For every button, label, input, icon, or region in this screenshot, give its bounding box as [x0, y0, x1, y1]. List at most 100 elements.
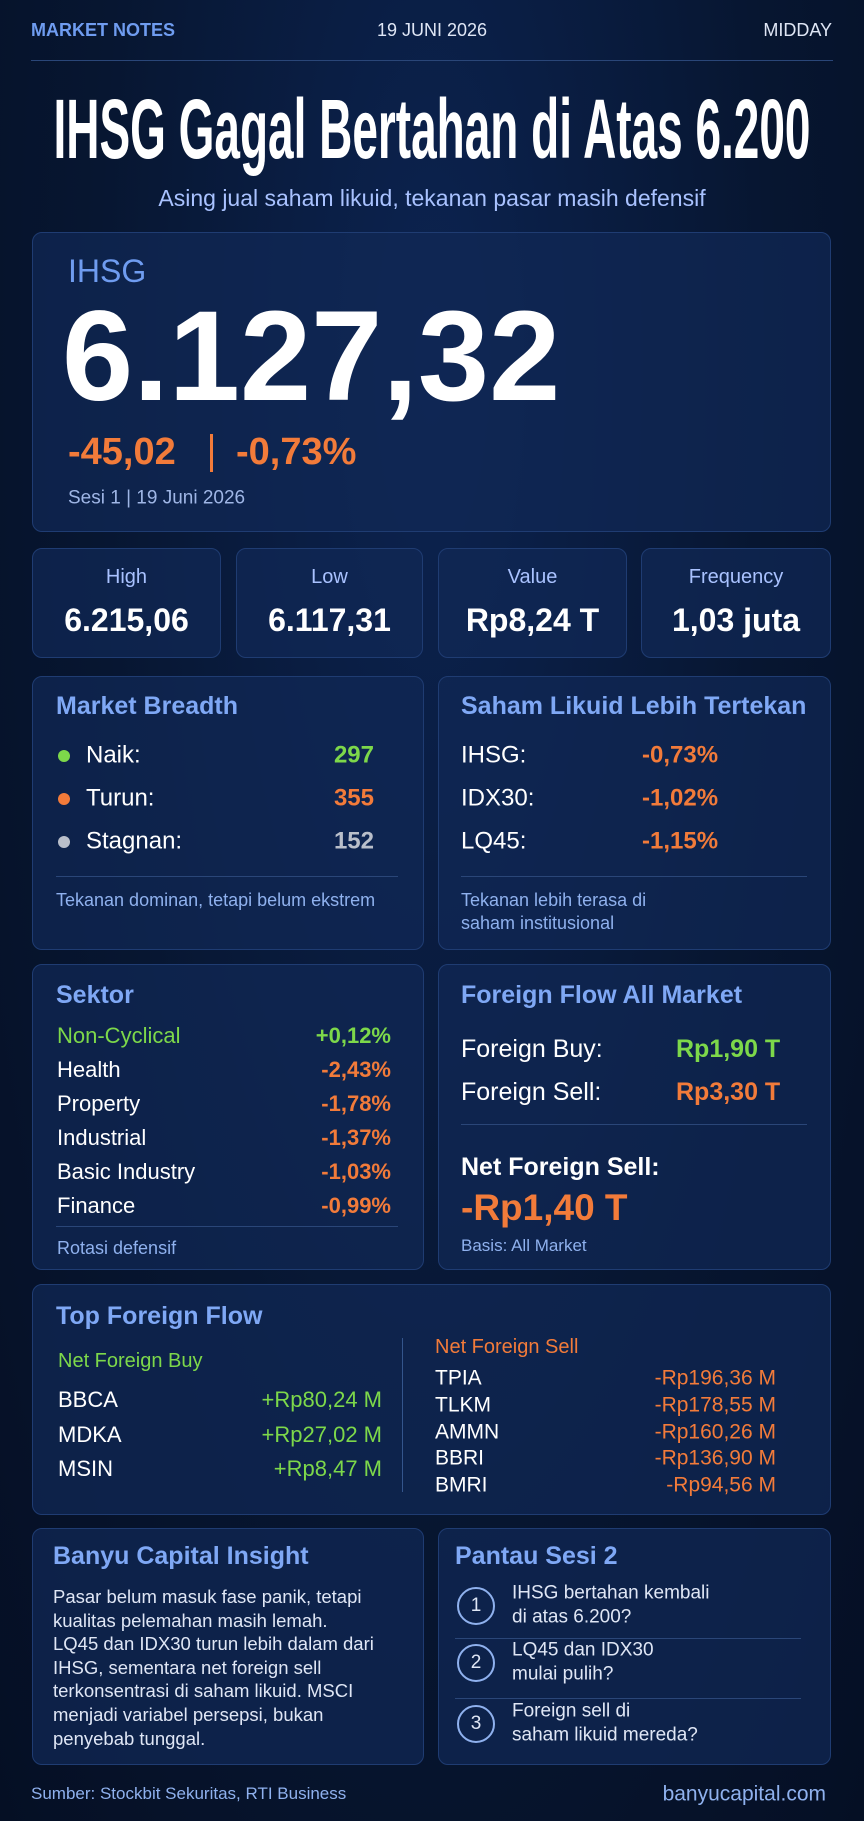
sell-value: -Rp160,26 M: [654, 1420, 776, 1443]
header-date: 19 JUNI 2026: [376, 20, 488, 41]
sector-value: -1,78%: [321, 1090, 391, 1116]
liquid-note: saham institusional: [461, 913, 615, 934]
net-foreign-label: Net Foreign Sell:: [461, 1153, 660, 1181]
sector-value: -1,03%: [321, 1158, 391, 1184]
sector-note: Rotasi defensif: [57, 1238, 177, 1259]
buy-code: MSIN: [58, 1455, 113, 1481]
sector-value: -2,43%: [321, 1056, 391, 1082]
stat-value: 6.117,31: [268, 601, 391, 638]
sell-code: TPIA: [435, 1366, 482, 1390]
top-flow-title: Top Foreign Flow: [56, 1302, 263, 1330]
breadth-dot: [58, 836, 70, 848]
sell-code: AMMN: [435, 1420, 500, 1443]
insight-line: menjadi variabel persepsi, bukan: [53, 1703, 324, 1725]
index-card: [32, 232, 831, 532]
foreign-label: Foreign Buy:: [461, 1035, 603, 1063]
stat-value: 6.215,06: [64, 601, 189, 638]
sector-name: Basic Industry: [57, 1158, 196, 1184]
stat-card: [438, 548, 627, 658]
header-rule: [31, 60, 833, 61]
sector-name: Industrial: [57, 1124, 147, 1150]
buy-code: MDKA: [58, 1421, 122, 1447]
stat-label: High: [105, 566, 148, 588]
breadth-rule: [56, 876, 398, 877]
liquid-value: -1,02%: [642, 784, 719, 812]
sector-card: [32, 964, 424, 1270]
watch-rule: [455, 1638, 801, 1639]
insight-title: Banyu Capital Insight: [53, 1542, 309, 1570]
sell-code: BMRI: [435, 1473, 488, 1497]
foreign-title: Foreign Flow All Market: [461, 981, 743, 1009]
top-flow-card: [32, 1284, 831, 1515]
footer-site: banyucapital.com: [662, 1782, 826, 1806]
breadth-label: Turun:: [86, 784, 155, 812]
watch-number: 1: [457, 1587, 495, 1625]
liquid-note: Tekanan lebih terasa di: [461, 890, 647, 911]
liquid-label: IDX30:: [461, 784, 535, 812]
watch-line: mulai pulih?: [512, 1663, 614, 1685]
title-svg: IHSG Gagal Bertahan di Atas 6.200: [54, 88, 811, 176]
watch-title: Pantau Sesi 2: [455, 1542, 618, 1570]
title: IHSG Gagal Bertahan di Atas 6.200: [54, 88, 811, 176]
watch-number: 3: [457, 1705, 495, 1743]
foreign-card: [438, 964, 831, 1270]
liquid-label: LQ45:: [461, 827, 527, 855]
header-edition: MIDDAY: [763, 20, 832, 41]
insight-line: penyebab tunggal.: [53, 1727, 206, 1749]
sector-name: Finance: [57, 1192, 136, 1218]
sector-name: Health: [57, 1056, 121, 1082]
liquid-label: IHSG:: [461, 741, 527, 769]
foreign-label: Foreign Sell:: [461, 1078, 602, 1106]
insight-card: [32, 1528, 424, 1765]
liquid-rule: [461, 876, 807, 877]
sell-value: -Rp94,56 M: [666, 1473, 776, 1497]
watch-line: saham likuid mereda?: [512, 1724, 698, 1746]
breadth-note: Tekanan dominan, tetapi belum ekstrem: [56, 890, 376, 911]
breadth-value: 297: [333, 741, 374, 769]
sell-value: -Rp196,36 M: [654, 1366, 776, 1390]
liquid-card: [438, 676, 831, 950]
foreign-value: Rp1,90 T: [676, 1035, 781, 1063]
buy-value: +Rp27,02 M: [261, 1421, 382, 1447]
watch-line: LQ45 dan IDX30: [512, 1639, 654, 1661]
flow-divider: [402, 1338, 403, 1492]
insight-line: Pasar belum masuk fase panik, tetapi: [53, 1585, 362, 1607]
buy-value: +Rp8,47 M: [273, 1455, 382, 1481]
buy-title: Net Foreign Buy: [58, 1350, 203, 1372]
breadth-dot: [58, 793, 70, 805]
insight-line: IHSG, sementara net foreign sell: [53, 1656, 322, 1678]
liquid-value: -0,73%: [642, 741, 719, 769]
stat-value: 1,03 juta: [671, 601, 801, 638]
change-separator: [210, 434, 213, 472]
liquid-value: -1,15%: [642, 827, 719, 855]
header-label: MARKET NOTES: [31, 20, 175, 41]
breadth-value: 355: [333, 784, 374, 812]
sector-name: Non-Cyclical: [57, 1022, 181, 1048]
sell-value: -Rp136,90 M: [654, 1446, 776, 1470]
sector-title: Sektor: [56, 981, 134, 1009]
sector-name: Property: [57, 1090, 141, 1116]
watch-line: di atas 6.200?: [512, 1606, 632, 1628]
stat-card: [32, 548, 221, 658]
index-name: IHSG: [68, 252, 147, 289]
stat-label: Value: [507, 566, 558, 588]
breadth-card: [32, 676, 424, 950]
foreign-basis: Basis: All Market: [461, 1235, 587, 1255]
index-value: 6.127,32: [62, 285, 561, 429]
watch-line: IHSG bertahan kembali: [512, 1582, 710, 1604]
watch-rule: [455, 1698, 801, 1699]
breadth-label: Naik:: [86, 741, 141, 769]
buy-value: +Rp80,24 M: [261, 1386, 382, 1412]
breadth-label: Stagnan:: [86, 827, 183, 855]
sell-title: Net Foreign Sell: [435, 1336, 579, 1358]
breadth-value: 152: [333, 827, 374, 855]
net-foreign-value: -Rp1,40 T: [461, 1186, 628, 1228]
sector-value: -0,99%: [321, 1192, 391, 1218]
liquid-title: Saham Likuid Lebih Tertekan: [461, 692, 807, 720]
stat-card: [641, 548, 831, 658]
sector-rule: [56, 1226, 398, 1227]
index-change: -45,02: [68, 431, 176, 474]
footer-source: Sumber: Stockbit Sekuritas, RTI Business: [31, 1783, 347, 1803]
watch-line: Foreign sell di: [512, 1700, 631, 1722]
